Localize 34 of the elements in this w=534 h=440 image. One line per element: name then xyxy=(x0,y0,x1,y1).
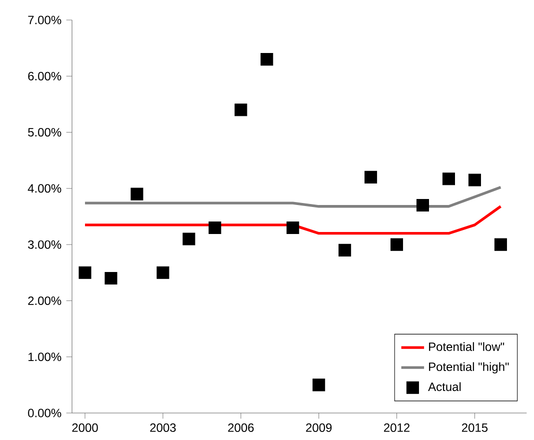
y-tick-label: 0.00% xyxy=(28,408,62,418)
point xyxy=(182,232,196,246)
x-tick-label: 2009 xyxy=(306,423,332,432)
point xyxy=(208,221,222,234)
point xyxy=(130,188,144,200)
point xyxy=(364,170,378,184)
legend-label: Potential "high" xyxy=(429,362,509,374)
point xyxy=(416,199,430,212)
point xyxy=(468,174,481,186)
point xyxy=(78,266,92,279)
point xyxy=(390,238,404,251)
point xyxy=(338,244,352,256)
y-tick-label: 5.00% xyxy=(28,128,62,137)
y-tick-label: 3.00% xyxy=(28,240,62,249)
y-tick-label: 4.00% xyxy=(28,184,62,193)
point xyxy=(234,104,248,116)
point xyxy=(494,238,507,251)
point xyxy=(104,272,118,285)
point xyxy=(156,266,170,279)
point xyxy=(442,172,455,186)
y-tick-label: 1.00% xyxy=(28,352,62,362)
point xyxy=(312,378,326,392)
point xyxy=(286,221,300,234)
point xyxy=(260,53,274,66)
x-tick-label: 2003 xyxy=(150,423,176,432)
legend-label: Actual xyxy=(428,382,461,392)
x-tick-label: 2000 xyxy=(72,423,98,432)
x-tick-label: 2012 xyxy=(384,423,410,432)
y-tick-label: 6.00% xyxy=(28,72,62,80)
legend-label: Potential "low" xyxy=(429,342,504,352)
y-tick-label: 2.00% xyxy=(28,296,62,305)
y-tick-label: 7.00% xyxy=(28,16,62,24)
x-tick-label: 2015 xyxy=(462,423,488,432)
x-tick-label: 2006 xyxy=(228,423,254,432)
